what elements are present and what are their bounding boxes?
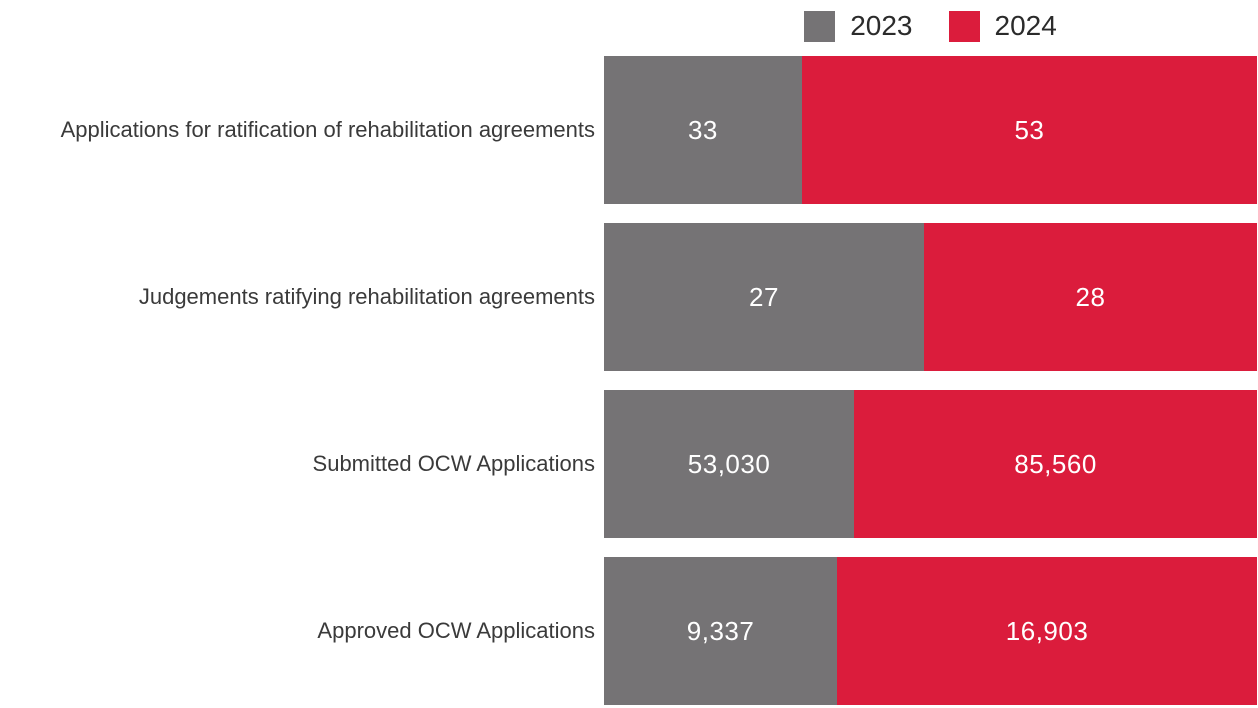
chart-row: Applications for ratification of rehabil… (0, 56, 1258, 204)
legend-label-2024: 2024 (994, 10, 1057, 41)
stacked-bar: 27 28 (604, 223, 1257, 371)
value-label-2023: 33 (687, 114, 718, 145)
chart-row: Judgements ratifying rehabilitation agre… (0, 223, 1258, 371)
stacked-bar: 9,337 16,903 (604, 557, 1257, 705)
stacked-bar: 33 53 (604, 56, 1257, 204)
stacked-bar: 53,030 85,560 (604, 390, 1257, 538)
legend-swatch-2023-icon (804, 10, 836, 42)
bar-rows: Applications for ratification of rehabil… (0, 56, 1258, 705)
category-label: Judgements ratifying rehabilitation agre… (138, 284, 595, 310)
value-label-2023: 27 (749, 281, 779, 312)
category-label: Applications for ratification of rehabil… (60, 117, 595, 143)
legend-label-2023: 2023 (850, 10, 913, 41)
bar-segment-2023: 53,030 (604, 390, 855, 538)
bar-segment-2023: 27 (604, 223, 924, 371)
bar-segment-2023: 9,337 (604, 557, 838, 705)
bar-segment-2024: 16,903 (837, 557, 1257, 705)
legend-item-2023: 2023 (804, 10, 913, 42)
bar-segment-2024: 28 (923, 223, 1257, 371)
category-label: Approved OCW Applications (317, 618, 595, 644)
bar-segment-2024: 53 (801, 56, 1257, 204)
value-label-2024: 28 (1075, 281, 1106, 312)
legend: 2023 2024 (604, 3, 1257, 49)
bar-segment-2024: 85,560 (854, 390, 1257, 538)
legend-item-2024: 2024 (948, 10, 1057, 42)
value-label-2023: 9,337 (686, 615, 755, 646)
chart-row: Approved OCW Applications 9,337 16,903 (0, 557, 1258, 705)
category-label: Submitted OCW Applications (312, 451, 595, 477)
bar-segment-2023: 33 (604, 56, 802, 204)
legend-swatch-2024-icon (948, 10, 980, 42)
value-label-2024: 53 (1014, 114, 1045, 145)
value-label-2024: 16,903 (1005, 615, 1089, 646)
chart-row: Submitted OCW Applications 53,030 85,560 (0, 390, 1258, 538)
value-label-2023: 53,030 (687, 448, 771, 479)
value-label-2024: 85,560 (1014, 448, 1097, 479)
